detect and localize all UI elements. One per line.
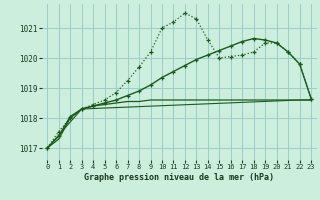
X-axis label: Graphe pression niveau de la mer (hPa): Graphe pression niveau de la mer (hPa) <box>84 173 274 182</box>
